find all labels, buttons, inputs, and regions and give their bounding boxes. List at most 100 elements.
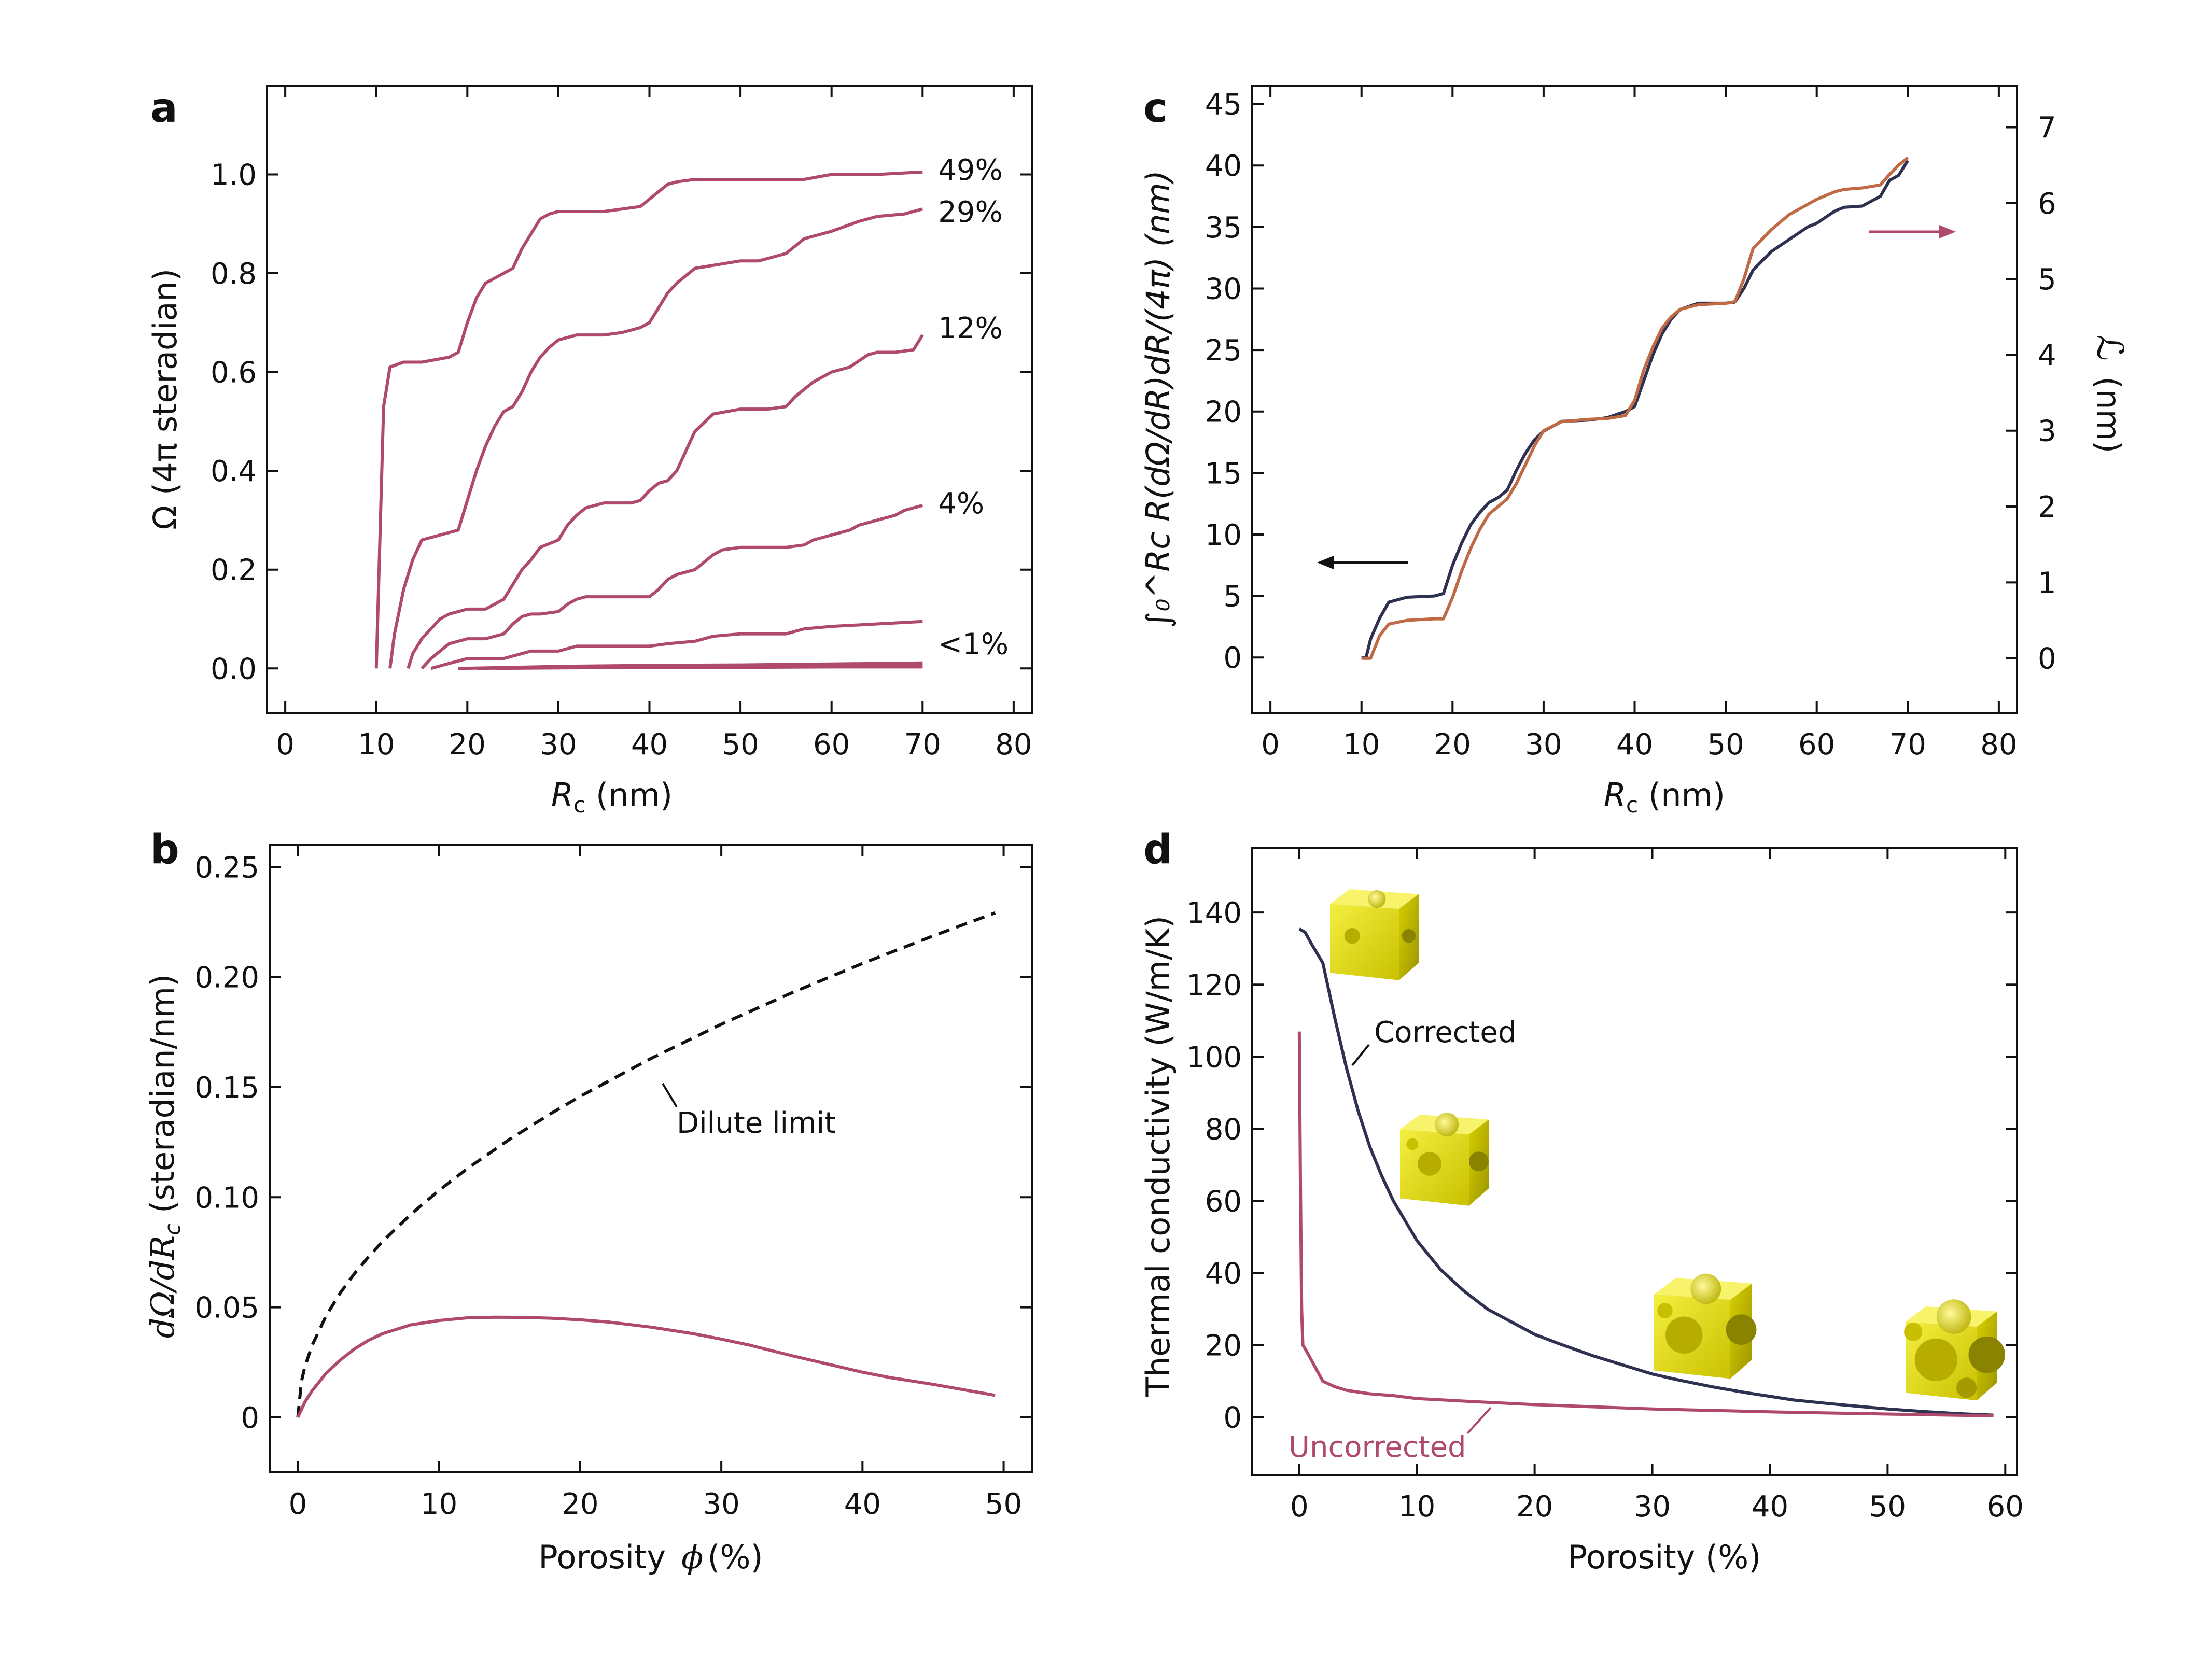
panel-a-series-7 <box>494 665 923 670</box>
panel-b-xtick-label: 0 <box>289 1487 307 1521</box>
panel-c-xtick-label: 40 <box>1616 728 1653 762</box>
panel-a-xlabel: Rc (nm) <box>551 776 673 818</box>
cube-icon-3 <box>1654 1273 1757 1379</box>
panel-c-xtick-label: 0 <box>1261 728 1280 762</box>
panel-c-left-ytick-label: 35 <box>1205 211 1242 245</box>
panel-a-xtick-label: 0 <box>276 728 295 762</box>
panel-d-ytick-label: 60 <box>1205 1185 1242 1218</box>
panel-d-ytick-label: 100 <box>1186 1041 1242 1074</box>
panel-c-ylabel-right: ℒ(nm) <box>2089 335 2131 454</box>
panel-a-series-1 <box>388 207 923 669</box>
panel-c-xtick-label: 70 <box>1889 728 1926 762</box>
panel-a-series-3 <box>421 503 923 670</box>
panel-a-series-4 <box>430 620 923 670</box>
panel-b-ytick-label: 0 <box>241 1401 259 1435</box>
panel-a-letter: a <box>150 85 178 132</box>
cube-icon-4 <box>1904 1299 2006 1401</box>
panel-c-left-ytick-label: 45 <box>1205 88 1242 122</box>
panel-a-ytick-label: 0.6 <box>211 356 257 390</box>
panel-c-plot <box>1361 156 1909 660</box>
corrected-label: Corrected <box>1374 1016 1516 1049</box>
panel-d-series-corrected <box>1298 927 1994 1417</box>
panel-c-left-ytick-label: 15 <box>1205 457 1242 490</box>
panel-a-ytick-label: 0.4 <box>211 455 257 488</box>
panel-a-line-label: 29% <box>938 195 1002 229</box>
panel-c-xtick-label: 50 <box>1707 728 1744 762</box>
panel-b-plot <box>296 911 996 1418</box>
panel-a-ytick-label: 0.2 <box>211 554 257 587</box>
panel-a-line-label: 4% <box>938 487 984 521</box>
panel-d-xtick-label: 30 <box>1634 1490 1671 1524</box>
panel-d-xlabel: Porosity (%) <box>1568 1538 1761 1576</box>
panel-d-ytick-label: 0 <box>1223 1401 1242 1435</box>
panel-d-ytick-label: 120 <box>1186 968 1242 1002</box>
panel-c-right-ytick-label: 5 <box>2038 263 2056 297</box>
panel-a-xtick-label: 70 <box>904 728 941 762</box>
panel-c-right-ytick-label: 0 <box>2038 642 2056 676</box>
panel-c: c 0 10 20 30 40 50 60 70 80051015202530354045012… <box>1139 85 2131 818</box>
panel-b-series-0 <box>296 911 996 1418</box>
panel-a-ytick-label: 1.0 <box>211 158 257 192</box>
panel-c-letter: c <box>1143 85 1167 132</box>
panel-d-ytick-label: 80 <box>1205 1113 1242 1146</box>
panel-b-ylabel: dΩ/dRc(steradian/nm) <box>144 974 185 1339</box>
cube-icon-2 <box>1400 1113 1489 1206</box>
panel-a-ticks: 0 10 20 30 40 50 60 70 80 0.0 0.2 0.4 0.6 0.8 1.0 49% 29… <box>211 86 1032 762</box>
dilute-limit-label: Dilute limit <box>677 1106 836 1140</box>
panel-a-xtick-label: 10 <box>358 728 395 762</box>
panel-a-xtick-label: 30 <box>540 728 577 762</box>
panel-b-xtick-label: 30 <box>703 1487 739 1521</box>
panel-c-right-ytick-label: 4 <box>2038 339 2056 372</box>
panel-d-xtick-label: 20 <box>1516 1490 1553 1524</box>
panel-d: d 0 10 20 30 40 50 60 0 20 40 60 80 100 120 140 Correc… <box>1139 826 2024 1576</box>
panel-c-left-ytick-label: 30 <box>1205 272 1242 306</box>
panel-d-xtick-label: 40 <box>1752 1490 1788 1524</box>
uncorrected-label: Uncorrected <box>1289 1430 1466 1464</box>
panel-b-xtick-label: 20 <box>562 1487 598 1521</box>
panel-c-right-ytick-label: 6 <box>2038 187 2056 221</box>
panel-c-left-ytick-label: 40 <box>1205 149 1242 183</box>
panel-a-xtick-label: 50 <box>722 728 759 762</box>
panel-b-letter: b <box>150 826 179 873</box>
panel-c-ylabel-left: ∫₀^Rc R(dΩ/dR)dR/(4π) (nm) <box>1139 170 1177 628</box>
panel-c-left-ytick-label: 20 <box>1205 396 1242 429</box>
right-axis-arrowhead <box>1939 225 1956 238</box>
panel-b-ytick-label: 0.05 <box>194 1291 259 1325</box>
panel-c-xlabel: Rc (nm) <box>1604 776 1725 818</box>
panel-c-right-ytick-label: 3 <box>2038 415 2056 448</box>
panel-b-ytick-label: 0.25 <box>194 851 259 884</box>
uncorrected-leader <box>1466 1407 1492 1435</box>
panel-b-xtick-label: 40 <box>844 1487 881 1521</box>
panel-b-ytick-label: 0.15 <box>194 1071 259 1105</box>
panel-c-left-ytick-label: 25 <box>1205 334 1242 368</box>
corrected-leader <box>1351 1044 1370 1066</box>
panel-b-ytick-label: 0.20 <box>194 961 259 995</box>
panel-a-xtick-label: 20 <box>449 728 486 762</box>
panel-a-ytick-label: 0.0 <box>211 652 257 686</box>
panel-c-left-ytick-label: 10 <box>1205 518 1242 552</box>
panel-d-series-uncorrected <box>1297 1031 1994 1417</box>
panel-c-xtick-label: 60 <box>1798 728 1835 762</box>
panel-d-plot <box>1297 927 1994 1417</box>
panel-a-line-label: <1% <box>938 628 1009 662</box>
panel-a-xtick-label: 80 <box>995 728 1032 762</box>
panel-d-ylabel: Thermal conductivity (W/m/K) <box>1139 916 1177 1397</box>
panel-b-xlabel: Porosity ϕ (%) <box>538 1538 763 1576</box>
panel-d-xtick-label: 10 <box>1398 1490 1435 1524</box>
panel-d-xtick-label: 60 <box>1987 1490 2024 1524</box>
panel-a-line-label: 12% <box>938 312 1002 345</box>
panel-a-xtick-label: 40 <box>631 728 668 762</box>
panel-a-plot <box>374 170 924 670</box>
panel-b-xtick-label: 10 <box>421 1487 457 1521</box>
panel-b-frame <box>269 844 1033 1473</box>
panel-a-xtick-label: 60 <box>813 728 850 762</box>
panel-c-left-ytick-label: 5 <box>1223 580 1242 614</box>
panel-d-ytick-label: 140 <box>1186 896 1242 930</box>
panel-c-right-ytick-label: 1 <box>2038 566 2056 600</box>
panel-a-series-2 <box>407 334 924 669</box>
dilute-limit-leader <box>662 1082 678 1108</box>
panel-b-series-1 <box>296 1315 996 1418</box>
panel-b: b 0 10 20 30 40 50 0 0.05 0.10 0.15 0.20 0.25 Dilut… <box>144 826 1033 1576</box>
panel-c-xtick-label: 80 <box>1980 728 2017 762</box>
